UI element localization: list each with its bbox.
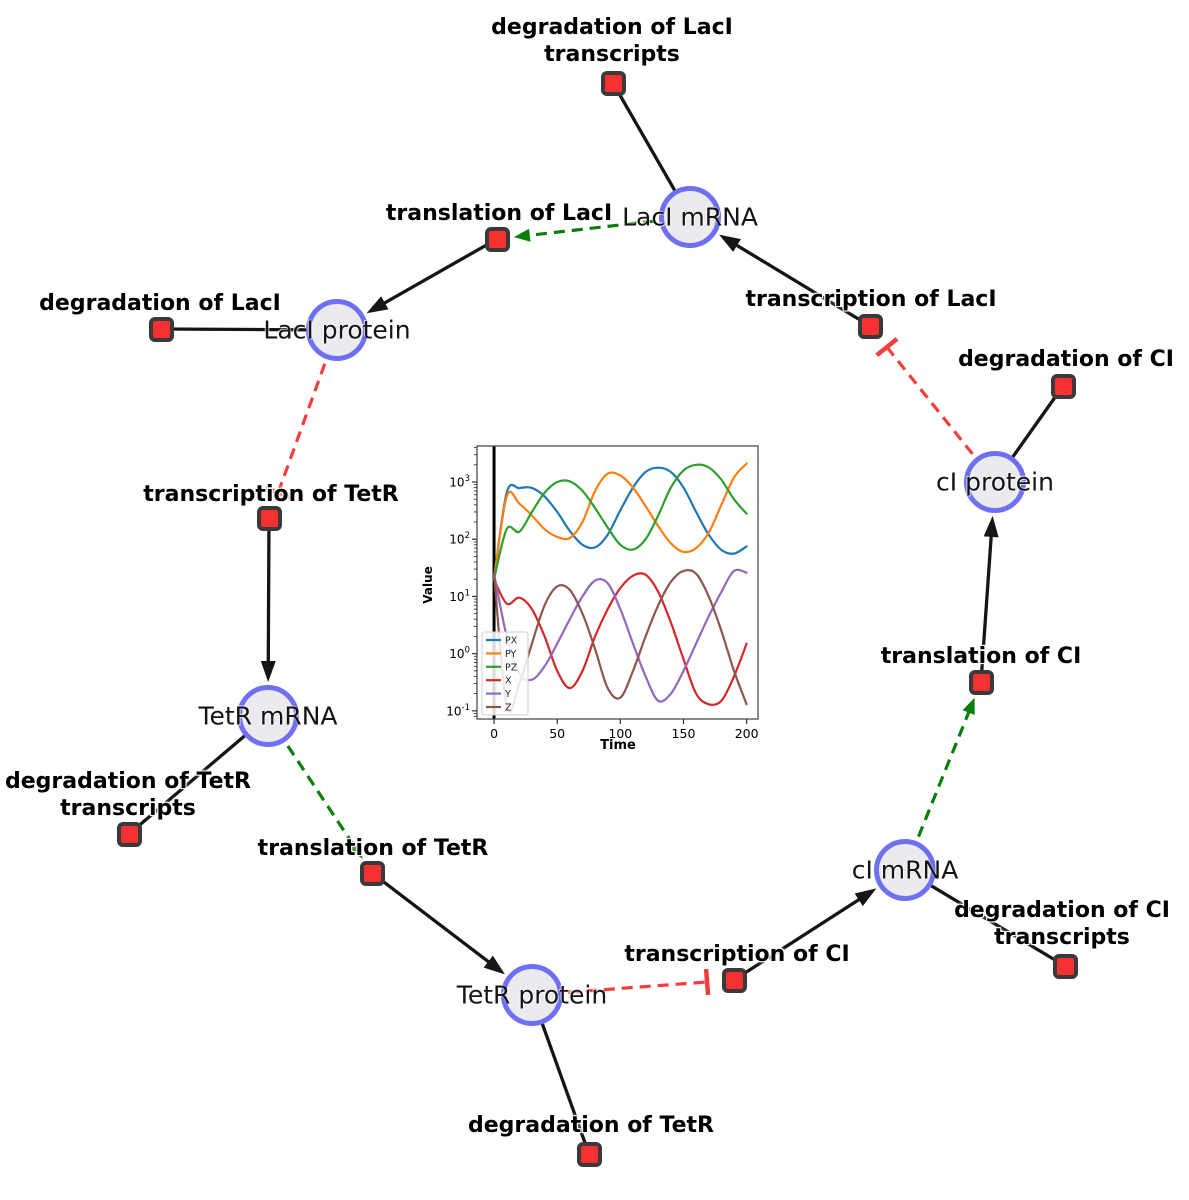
reaction-node-transl-laci[interactable] — [484, 226, 510, 252]
svg-text:Y: Y — [504, 689, 511, 700]
species-node-tetr-mrna[interactable] — [237, 685, 299, 747]
svg-text:100: 100 — [608, 726, 632, 741]
reaction-node-deg-tetr-tx[interactable] — [116, 821, 142, 847]
reaction-node-deg-laci-tx[interactable] — [600, 70, 626, 96]
reaction-node-tc-tetr[interactable] — [256, 505, 282, 531]
edge-tetr-protein-tc-ci — [531, 968, 711, 997]
species-node-tetr-protein[interactable] — [501, 964, 563, 1026]
edge-tc-ci-ci-mrna — [733, 888, 877, 982]
reaction-node-tc-laci[interactable] — [857, 313, 883, 339]
reaction-node-deg-ci-tx[interactable] — [1052, 953, 1078, 979]
series-PY — [492, 462, 748, 581]
reaction-node-deg-tetr[interactable] — [576, 1141, 602, 1167]
reaction-node-deg-laci[interactable] — [148, 316, 174, 342]
species-node-ci-mrna[interactable] — [874, 839, 936, 901]
svg-text:10-1: 10-1 — [446, 703, 470, 719]
svg-text:PZ: PZ — [505, 662, 518, 673]
edge-transl-ci-ci-protein — [979, 515, 999, 683]
inset-chart: 0 50 100 150 200 10-1 100 101 102 103 PX PY PZ XYZ — [446, 445, 759, 741]
series-PZ — [492, 463, 748, 581]
svg-text:PX: PX — [505, 636, 518, 647]
edge-transl-tetr-tetr-protein — [370, 871, 505, 975]
series-Y — [492, 568, 748, 703]
chart-ylabel: Value — [421, 566, 435, 604]
svg-text:101: 101 — [449, 588, 470, 604]
chart-legend: PX PY PZ XYZ — [481, 631, 529, 716]
reaction-node-transl-tetr[interactable] — [359, 860, 385, 886]
edge-ci-mrna-transl-ci — [903, 697, 975, 871]
species-node-laci-mrna[interactable] — [659, 186, 721, 248]
svg-text:102: 102 — [449, 531, 470, 547]
series-Z — [492, 568, 748, 714]
reaction-node-tc-ci[interactable] — [721, 967, 747, 993]
svg-text:103: 103 — [449, 474, 470, 490]
species-node-laci-protein[interactable] — [306, 299, 368, 361]
svg-text:Z: Z — [505, 703, 512, 714]
reaction-node-deg-ci[interactable] — [1050, 373, 1076, 399]
svg-text:150: 150 — [672, 726, 696, 741]
edge-ci-mrna-deg-ci-tx — [904, 868, 1066, 968]
chart-series — [492, 462, 748, 714]
edge-transl-laci-laci-protein — [366, 237, 498, 314]
svg-text:50: 50 — [549, 726, 565, 741]
svg-text:200: 200 — [735, 726, 759, 741]
svg-text:X: X — [505, 676, 512, 687]
reaction-node-transl-ci[interactable] — [968, 669, 994, 695]
edge-tc-laci-laci-mrna — [719, 234, 871, 328]
svg-text:PY: PY — [505, 649, 517, 660]
species-node-ci-protein[interactable] — [964, 451, 1026, 513]
chart-xlabel: Time — [600, 738, 636, 753]
svg-text:0: 0 — [490, 726, 498, 741]
edge-tc-tetr-tetr-mrna — [260, 517, 276, 683]
svg-text:100: 100 — [449, 646, 470, 662]
series-PX — [492, 466, 748, 581]
series-X — [492, 572, 748, 707]
